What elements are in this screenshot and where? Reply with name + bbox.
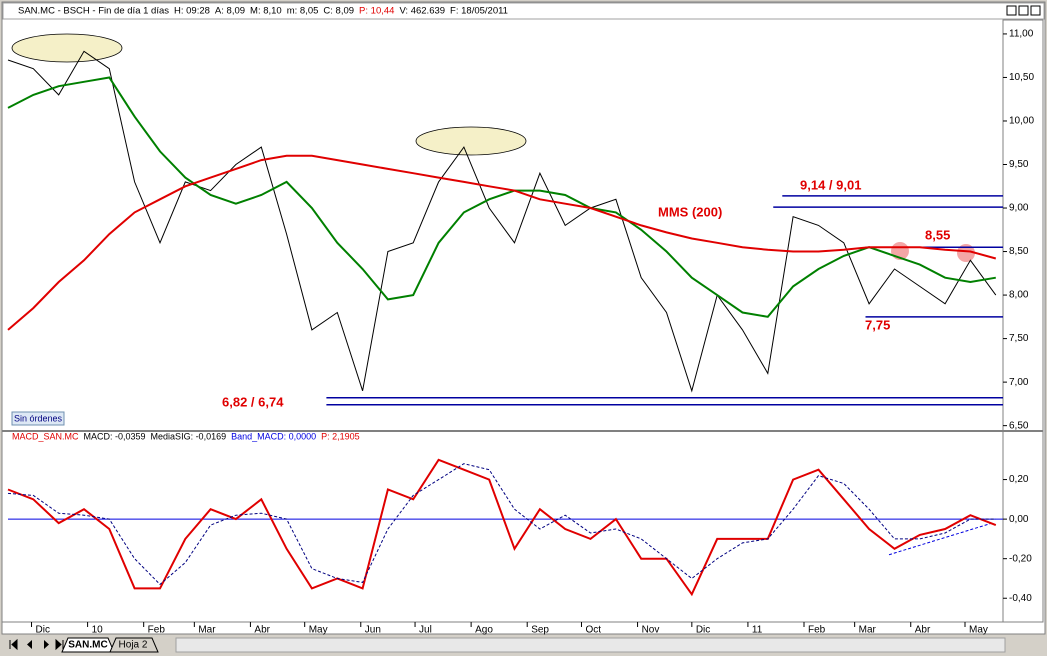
x-tick-label: Abr xyxy=(254,625,270,636)
y-tick-label: 10,50 xyxy=(1009,72,1034,83)
header-field: V: 462.639 xyxy=(399,6,445,17)
highlight-circle xyxy=(957,244,975,262)
y-tick-label: 0,00 xyxy=(1009,514,1029,525)
chart-area xyxy=(1,1,1046,635)
x-tick-label: Jun xyxy=(365,625,381,636)
y-tick-label: 9,50 xyxy=(1009,159,1029,170)
x-tick-label: May xyxy=(969,625,988,636)
y-tick-label: -0,20 xyxy=(1009,553,1032,564)
annotation: 7,75 xyxy=(865,317,890,332)
x-tick-label: Sep xyxy=(531,625,549,636)
trend-line xyxy=(888,522,993,556)
panel-title: Band_MACD: 0,0000 xyxy=(231,431,316,441)
y-tick-label: 6,50 xyxy=(1009,420,1029,431)
series-line xyxy=(7,463,996,586)
annotation: 8,55 xyxy=(925,227,950,242)
series-line xyxy=(7,50,997,393)
y-tick-label: 11,00 xyxy=(1009,29,1034,40)
x-tick-label: Ago xyxy=(475,625,493,636)
y-tick-label: 8,00 xyxy=(1009,290,1029,301)
header-field: C: 8,09 xyxy=(323,6,354,17)
header-field: M: 8,10 xyxy=(250,6,282,17)
min-button[interactable] xyxy=(1006,5,1017,16)
window-buttons xyxy=(1006,5,1041,16)
panel-title: MACD: -0,0359 xyxy=(84,431,146,441)
orders-button-label: Sin órdenes xyxy=(14,413,63,423)
y-tick-label: 8,50 xyxy=(1009,246,1029,257)
x-tick-label: Mar xyxy=(859,625,877,636)
x-tick-label: Nov xyxy=(642,625,660,636)
x-tick-label: Jul xyxy=(419,625,432,636)
header-field: F: 18/05/2011 xyxy=(450,6,508,17)
annotation: 9,14 / 9,01 xyxy=(800,177,861,192)
max-button[interactable] xyxy=(1018,5,1029,16)
y-tick-label: -0,40 xyxy=(1009,593,1032,604)
x-tick-label: Feb xyxy=(148,625,166,636)
x-tick-label: Dic xyxy=(36,625,50,636)
panel-title: P: 2,1905 xyxy=(321,431,360,441)
header-field: A: 8,09 xyxy=(215,6,245,17)
series-line xyxy=(7,458,997,597)
y-tick-label: 0,20 xyxy=(1009,474,1029,485)
x-tick-label: May xyxy=(309,625,328,636)
tab-label: Hoja 2 xyxy=(119,640,148,651)
header-field: P: 10,44 xyxy=(359,6,394,17)
tab-label: SAN.MC xyxy=(68,640,107,651)
x-tick-label: Dic xyxy=(696,625,710,636)
annotation: MMS (200) xyxy=(658,204,722,219)
tab-nav xyxy=(9,638,64,651)
x-tick-label: 11 xyxy=(752,625,763,636)
tab[interactable] xyxy=(109,637,159,653)
nav-next[interactable] xyxy=(44,640,49,649)
x-tick-label: 10 xyxy=(92,625,104,636)
nav-last[interactable] xyxy=(55,638,64,651)
y-tick-label: 7,50 xyxy=(1009,333,1029,344)
nav-prev[interactable] xyxy=(27,640,32,649)
x-tick-label: Mar xyxy=(198,625,216,636)
nav-first[interactable] xyxy=(9,638,18,651)
tab-active[interactable] xyxy=(61,637,115,653)
h-scrollbar[interactable] xyxy=(175,637,1006,653)
highlight-ellipse xyxy=(415,126,527,156)
x-tick-label: Oct xyxy=(585,625,601,636)
y-tick-label: 7,00 xyxy=(1009,377,1029,388)
header-field: H: 09:28 xyxy=(174,6,210,17)
panel-title: MACD_SAN.MC xyxy=(12,431,79,441)
orders-button[interactable] xyxy=(11,411,65,426)
y-tick-label: 10,00 xyxy=(1009,116,1034,127)
y-tick-label: 9,00 xyxy=(1009,203,1029,214)
x-tick-label: Abr xyxy=(915,625,931,636)
header-bar xyxy=(2,2,1045,20)
y-axis-area xyxy=(1002,19,1044,623)
x-tick-label: Feb xyxy=(808,625,826,636)
annotation: 6,82 / 6,74 xyxy=(222,394,284,409)
panel-title: MediaSIG: -0,0169 xyxy=(151,431,227,441)
header-field: m: 8,05 xyxy=(287,6,319,17)
highlight-ellipse xyxy=(11,33,123,63)
series-line xyxy=(7,154,997,331)
header-field: SAN.MC - BSCH - Fin de día 1 días xyxy=(18,6,169,17)
close-button[interactable] xyxy=(1030,5,1041,16)
series-line xyxy=(7,76,996,318)
